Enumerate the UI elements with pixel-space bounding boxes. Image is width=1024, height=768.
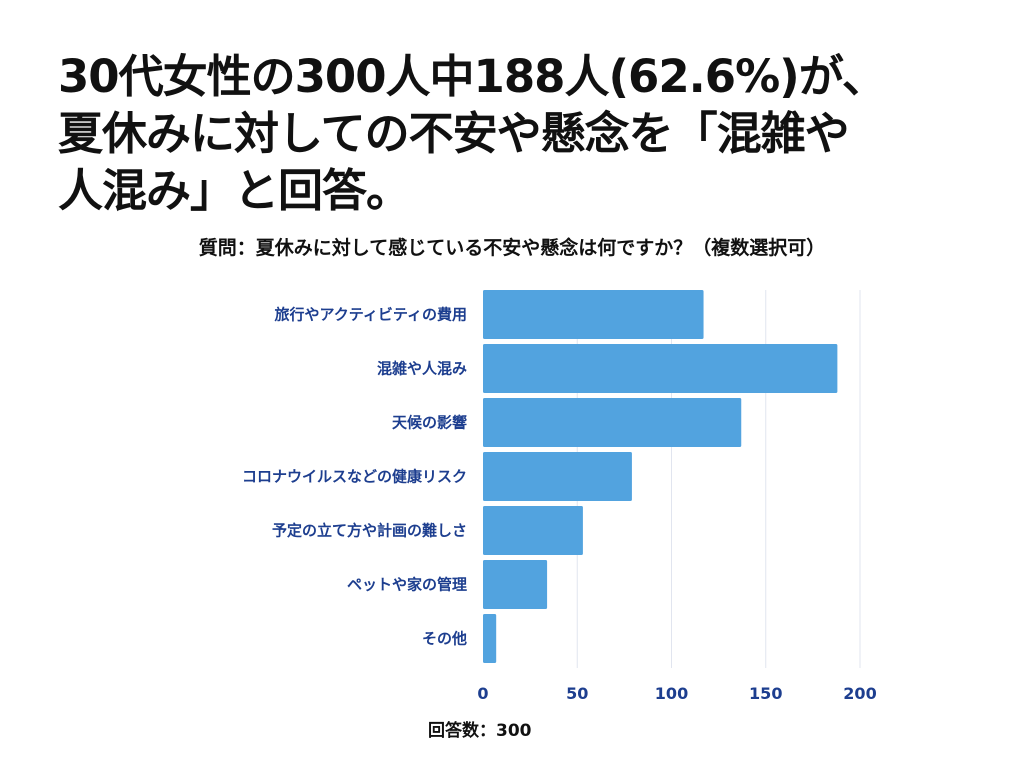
bar <box>483 344 838 393</box>
headline-line-2: 夏休みに対しての不安や懸念を「混雑や <box>58 107 850 160</box>
category-label: 混雑や人混み <box>377 360 467 378</box>
headline-line-3: 人混み」と回答。 <box>58 164 411 217</box>
x-axis-tick-labels: 0 50 100 150 200 <box>477 684 876 703</box>
question-text: 質問：夏休みに対して感じている不安や懸念は何ですか？（複数選択可） <box>198 237 826 259</box>
bar-chart: 旅行やアクティビティの費用混雑や人混み天候の影響コロナウイルスなどの健康リスク予… <box>242 290 877 703</box>
category-labels: 旅行やアクティビティの費用混雑や人混み天候の影響コロナウイルスなどの健康リスク予… <box>242 306 467 648</box>
bar <box>483 614 497 663</box>
category-label: 旅行やアクティビティの費用 <box>275 306 467 324</box>
x-tick-label: 100 <box>655 684 688 703</box>
response-count: 回答数：300 <box>428 721 532 741</box>
category-label: 予定の立て方や計画の難しさ <box>272 522 467 540</box>
bar <box>483 560 548 609</box>
x-tick-label: 0 <box>477 684 488 703</box>
headline: 30代女性の300人中188人(62.6%)が、 夏休みに対しての不安や懸念を「… <box>58 48 1003 219</box>
category-label: ペットや家の管理 <box>347 576 467 594</box>
x-tick-label: 150 <box>749 684 782 703</box>
bar <box>483 398 742 447</box>
category-label: 天候の影響 <box>392 414 467 432</box>
bars <box>483 290 838 663</box>
x-tick-label: 200 <box>843 684 876 703</box>
headline-line-1: 30代女性の300人中188人(62.6%)が、 <box>58 50 887 103</box>
category-label: コロナウイルスなどの健康リスク <box>242 468 467 486</box>
category-label: その他 <box>422 630 467 648</box>
bar <box>483 452 632 501</box>
x-tick-label: 50 <box>566 684 588 703</box>
bar <box>483 290 704 339</box>
bar <box>483 506 583 555</box>
